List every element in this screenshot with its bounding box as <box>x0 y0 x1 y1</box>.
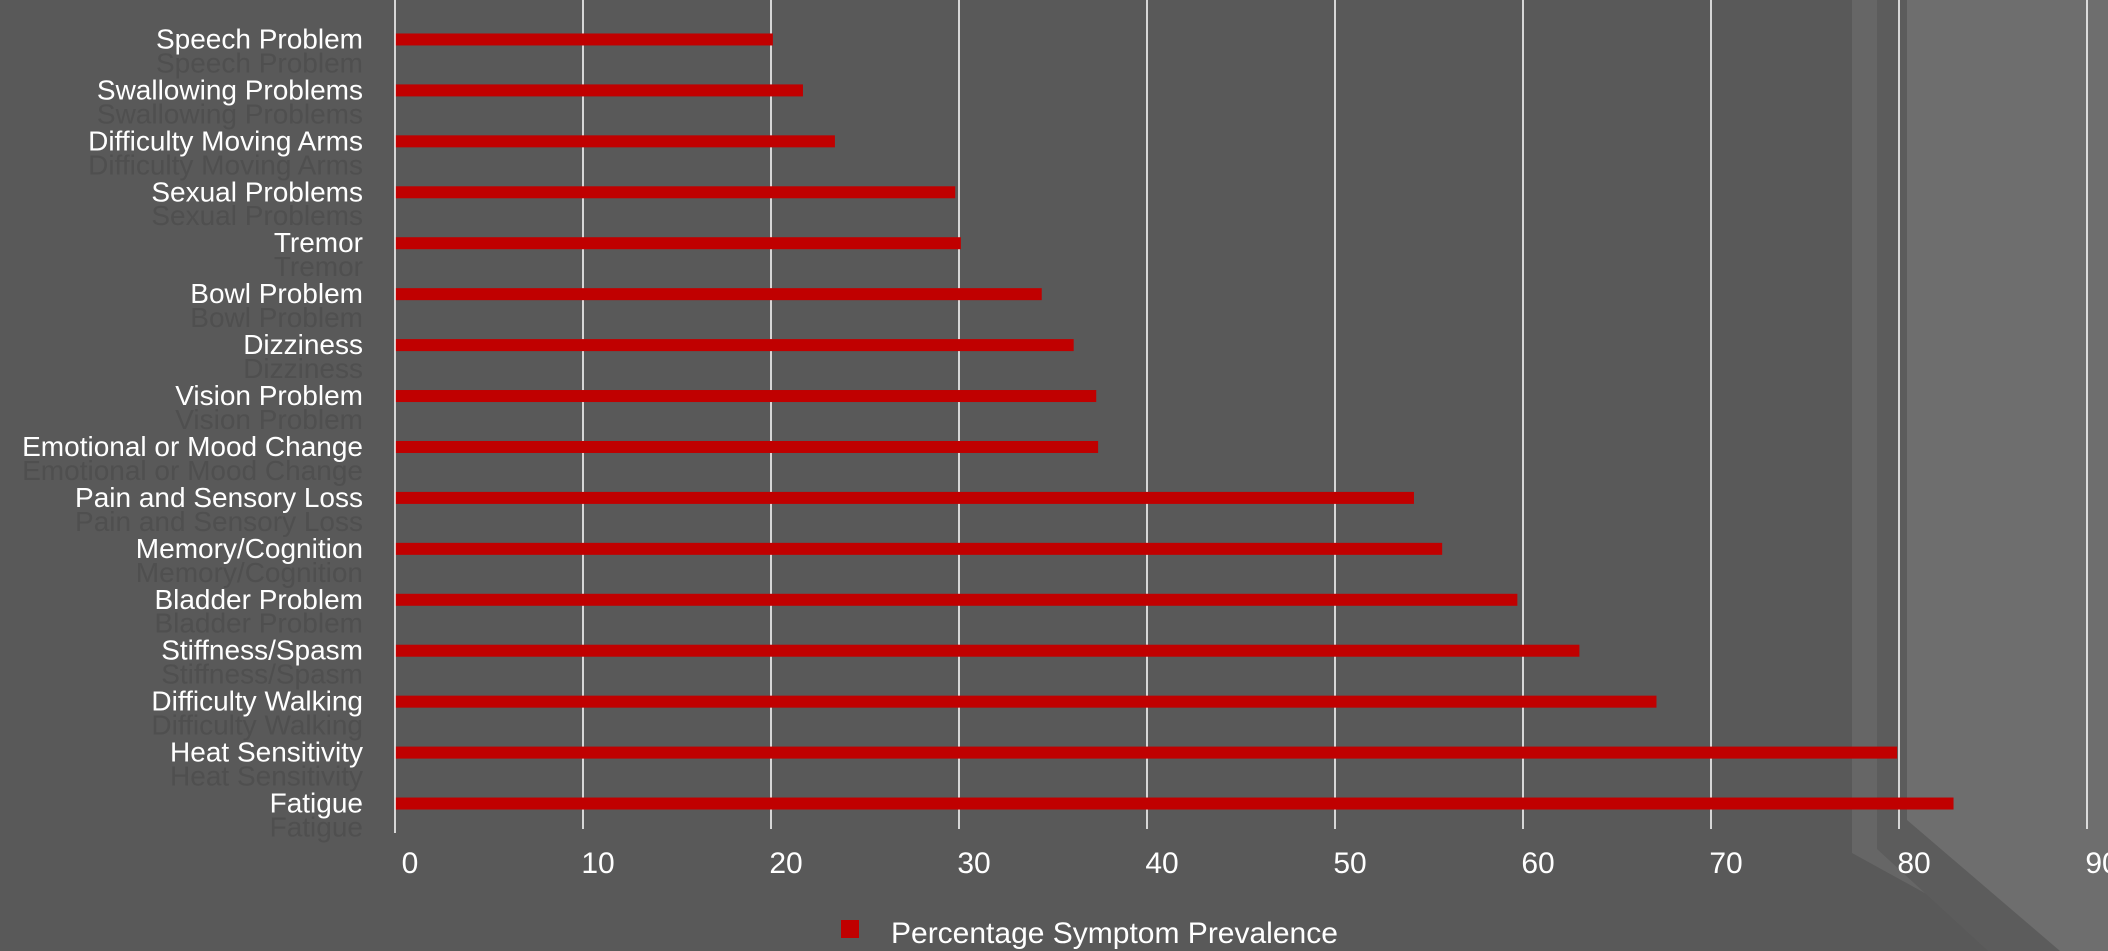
category-label: Tremor <box>274 227 363 258</box>
category-label: Bowl Problem <box>190 278 363 309</box>
legend-label: Percentage Symptom Prevalence <box>891 917 1338 950</box>
bar <box>395 186 955 198</box>
category-label: Fatigue <box>270 788 363 819</box>
x-tick-label: 60 <box>1521 847 1554 880</box>
x-tick-label: 20 <box>769 847 802 880</box>
x-tick-label: 90 <box>2085 847 2108 880</box>
category-label: Difficulty Walking <box>151 686 363 717</box>
bar <box>395 33 773 45</box>
bar <box>395 339 1074 351</box>
category-label: Speech Problem <box>156 23 363 54</box>
category-label: Bladder Problem <box>154 584 363 615</box>
category-label: Vision Problem <box>175 380 363 411</box>
x-tick-label: 80 <box>1897 847 1930 880</box>
x-tick-label: 0 <box>402 847 419 880</box>
legend: Percentage Symptom Prevalence <box>841 917 1338 950</box>
x-tick-label: 70 <box>1709 847 1742 880</box>
x-tick-label: 50 <box>1333 847 1366 880</box>
bar <box>395 135 835 147</box>
bar <box>395 237 961 249</box>
bar <box>395 798 1954 810</box>
bars <box>395 33 1954 809</box>
bar <box>395 696 1656 708</box>
category-label: Swallowing Problems <box>97 74 363 105</box>
bar <box>395 390 1096 402</box>
category-label: Memory/Cognition <box>136 533 363 564</box>
legend-swatch <box>841 920 859 938</box>
category-label: Heat Sensitivity <box>170 737 363 768</box>
bar <box>395 747 1897 759</box>
category-label: Difficulty Moving Arms <box>88 125 363 156</box>
bar <box>395 84 803 96</box>
bar <box>395 288 1042 300</box>
bar <box>395 594 1517 606</box>
x-tick-label: 40 <box>1145 847 1178 880</box>
x-tick-label: 10 <box>581 847 614 880</box>
x-tick-label: 30 <box>957 847 990 880</box>
bar <box>395 492 1414 504</box>
category-label: Dizziness <box>243 329 363 360</box>
category-label: Pain and Sensory Loss <box>75 482 363 513</box>
bar <box>395 441 1098 453</box>
category-label: Stiffness/Spasm <box>161 635 363 666</box>
bar <box>395 645 1579 657</box>
bar <box>395 543 1442 555</box>
category-label: Sexual Problems <box>151 176 363 207</box>
category-label: Emotional or Mood Change <box>22 431 363 462</box>
